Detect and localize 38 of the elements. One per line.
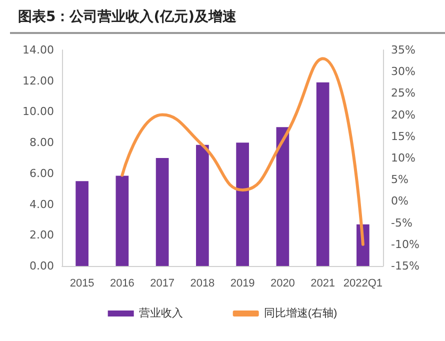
y2-tick-label: 35% [391, 44, 416, 56]
y-tick-label: 0.00 [30, 260, 54, 272]
x-tick-label: 2020 [270, 278, 295, 290]
bar [236, 142, 249, 266]
y-tick-label: 12.00 [22, 74, 54, 88]
x-tick-label: 2015 [70, 278, 94, 290]
y2-tick-label: 25% [391, 86, 416, 100]
bar [76, 181, 88, 266]
x-tick-label: 2019 [230, 278, 255, 290]
y-tick-label: 6.00 [30, 166, 54, 180]
bar [196, 144, 209, 266]
y-tick-label: 14.00 [22, 44, 54, 56]
x-tick-label: 2021 [310, 278, 336, 290]
y2-tick-label: 0% [391, 194, 408, 208]
y-tick-label: 4.00 [30, 198, 54, 211]
line-series [120, 57, 364, 246]
y2-tick-label: 5% [391, 173, 408, 186]
y2-tick-label: 15% [391, 130, 416, 143]
x-tick-label: 2018 [190, 278, 215, 290]
y2-tick-label: -10% [391, 238, 420, 251]
y-tick-label: 10.00 [22, 105, 54, 118]
x-tick-label: 2022Q1 [343, 278, 383, 290]
y2-tick-label: -15% [391, 260, 420, 272]
legend-label: 同比增速(右轴) [264, 306, 338, 320]
x-tick-label: 2017 [150, 278, 175, 290]
chart-title: 图表5：公司营业收入(亿元)及增速 [18, 8, 237, 26]
legend-label: 营业收入 [138, 306, 183, 320]
y2-tick-label: 20% [391, 108, 416, 122]
y-tick-label: 8.00 [30, 136, 54, 150]
x-tick-label: 2016 [110, 278, 134, 290]
y-tick-label: 2.00 [30, 228, 54, 242]
bar [156, 158, 169, 266]
y2-tick-label: -5% [391, 216, 412, 230]
y2-tick-label: 10% [391, 152, 416, 164]
bar [316, 82, 330, 266]
bar [116, 176, 129, 266]
bar [276, 127, 290, 266]
y2-tick-label: 30% [391, 65, 416, 78]
